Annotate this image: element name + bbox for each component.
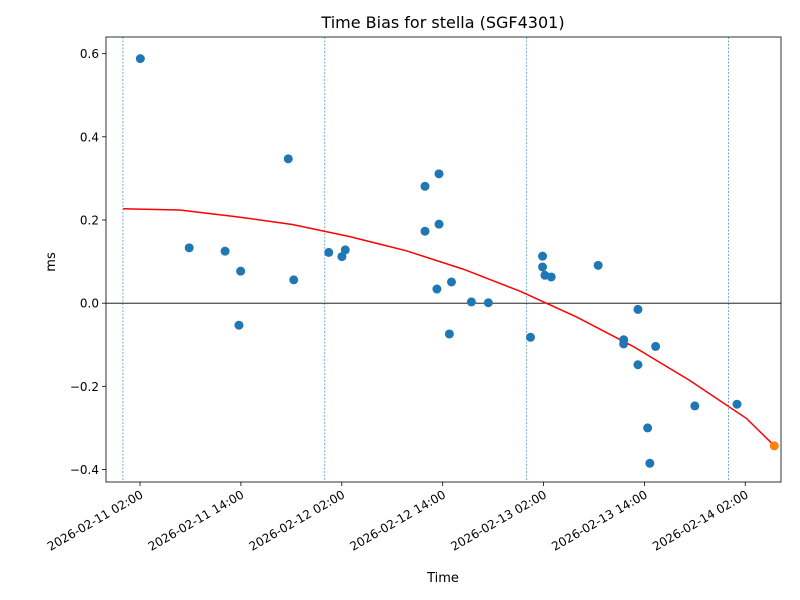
- data-point: [466, 297, 476, 307]
- data-point: [420, 226, 430, 236]
- y-tick-label: −0.4: [70, 463, 99, 477]
- data-point: [220, 246, 230, 256]
- data-point: [633, 360, 643, 370]
- data-point: [690, 401, 700, 411]
- data-point: [184, 243, 194, 253]
- plot-area: [105, 36, 782, 483]
- x-tick-label: 2026-02-12 02:00: [247, 487, 348, 553]
- data-point: [446, 277, 456, 287]
- data-point: [651, 341, 661, 351]
- data-point: [633, 304, 643, 314]
- x-tick-label: 2026-02-13 02:00: [448, 487, 549, 553]
- x-tick-label: 2026-02-14 02:00: [650, 487, 751, 553]
- data-point: [324, 247, 334, 257]
- data-point: [434, 169, 444, 179]
- data-point: [135, 54, 145, 64]
- data-point: [593, 260, 603, 270]
- data-point: [420, 181, 430, 191]
- y-axis: −0.4 −0.2 0.0 0.2 0.4 0.6: [70, 47, 106, 477]
- data-point: [283, 154, 293, 164]
- chart-title: Time Bias for stella (SGF4301): [320, 13, 564, 32]
- x-axis: 2026-02-11 02:00 2026-02-11 14:00 2026-02-…: [45, 482, 751, 554]
- x-tick-label: 2026-02-11 02:00: [45, 487, 146, 553]
- data-point: [337, 252, 347, 262]
- y-tick-label: 0.6: [80, 47, 99, 61]
- y-tick-label: −0.2: [70, 380, 99, 394]
- data-point: [619, 339, 629, 349]
- data-point: [234, 320, 244, 330]
- data-point: [538, 262, 548, 272]
- data-point: [645, 458, 655, 468]
- data-point: [434, 219, 444, 229]
- plot-frame: [105, 36, 782, 483]
- y-tick-label: 0.2: [80, 213, 99, 227]
- x-tick-label: 2026-02-13 14:00: [549, 487, 650, 553]
- data-point: [444, 329, 454, 339]
- data-point: [526, 332, 536, 342]
- data-point: [236, 266, 246, 276]
- data-point: [732, 399, 742, 409]
- y-tick-label: 0.0: [80, 297, 99, 311]
- x-axis-label: Time: [426, 571, 459, 586]
- data-point: [546, 272, 556, 282]
- data-point: [643, 423, 653, 433]
- plot-background: [106, 37, 781, 482]
- y-axis-label: ms: [44, 252, 59, 272]
- data-point: [289, 275, 299, 285]
- x-tick-label: 2026-02-11 14:00: [146, 487, 247, 553]
- data-point: [340, 245, 350, 255]
- data-point: [432, 284, 442, 294]
- latest-point: [769, 441, 779, 451]
- fit-curve: [123, 208, 775, 447]
- x-tick-label: 2026-02-12 14:00: [348, 487, 449, 553]
- data-point: [538, 251, 548, 261]
- data-point: [483, 298, 493, 308]
- y-tick-label: 0.4: [80, 130, 99, 144]
